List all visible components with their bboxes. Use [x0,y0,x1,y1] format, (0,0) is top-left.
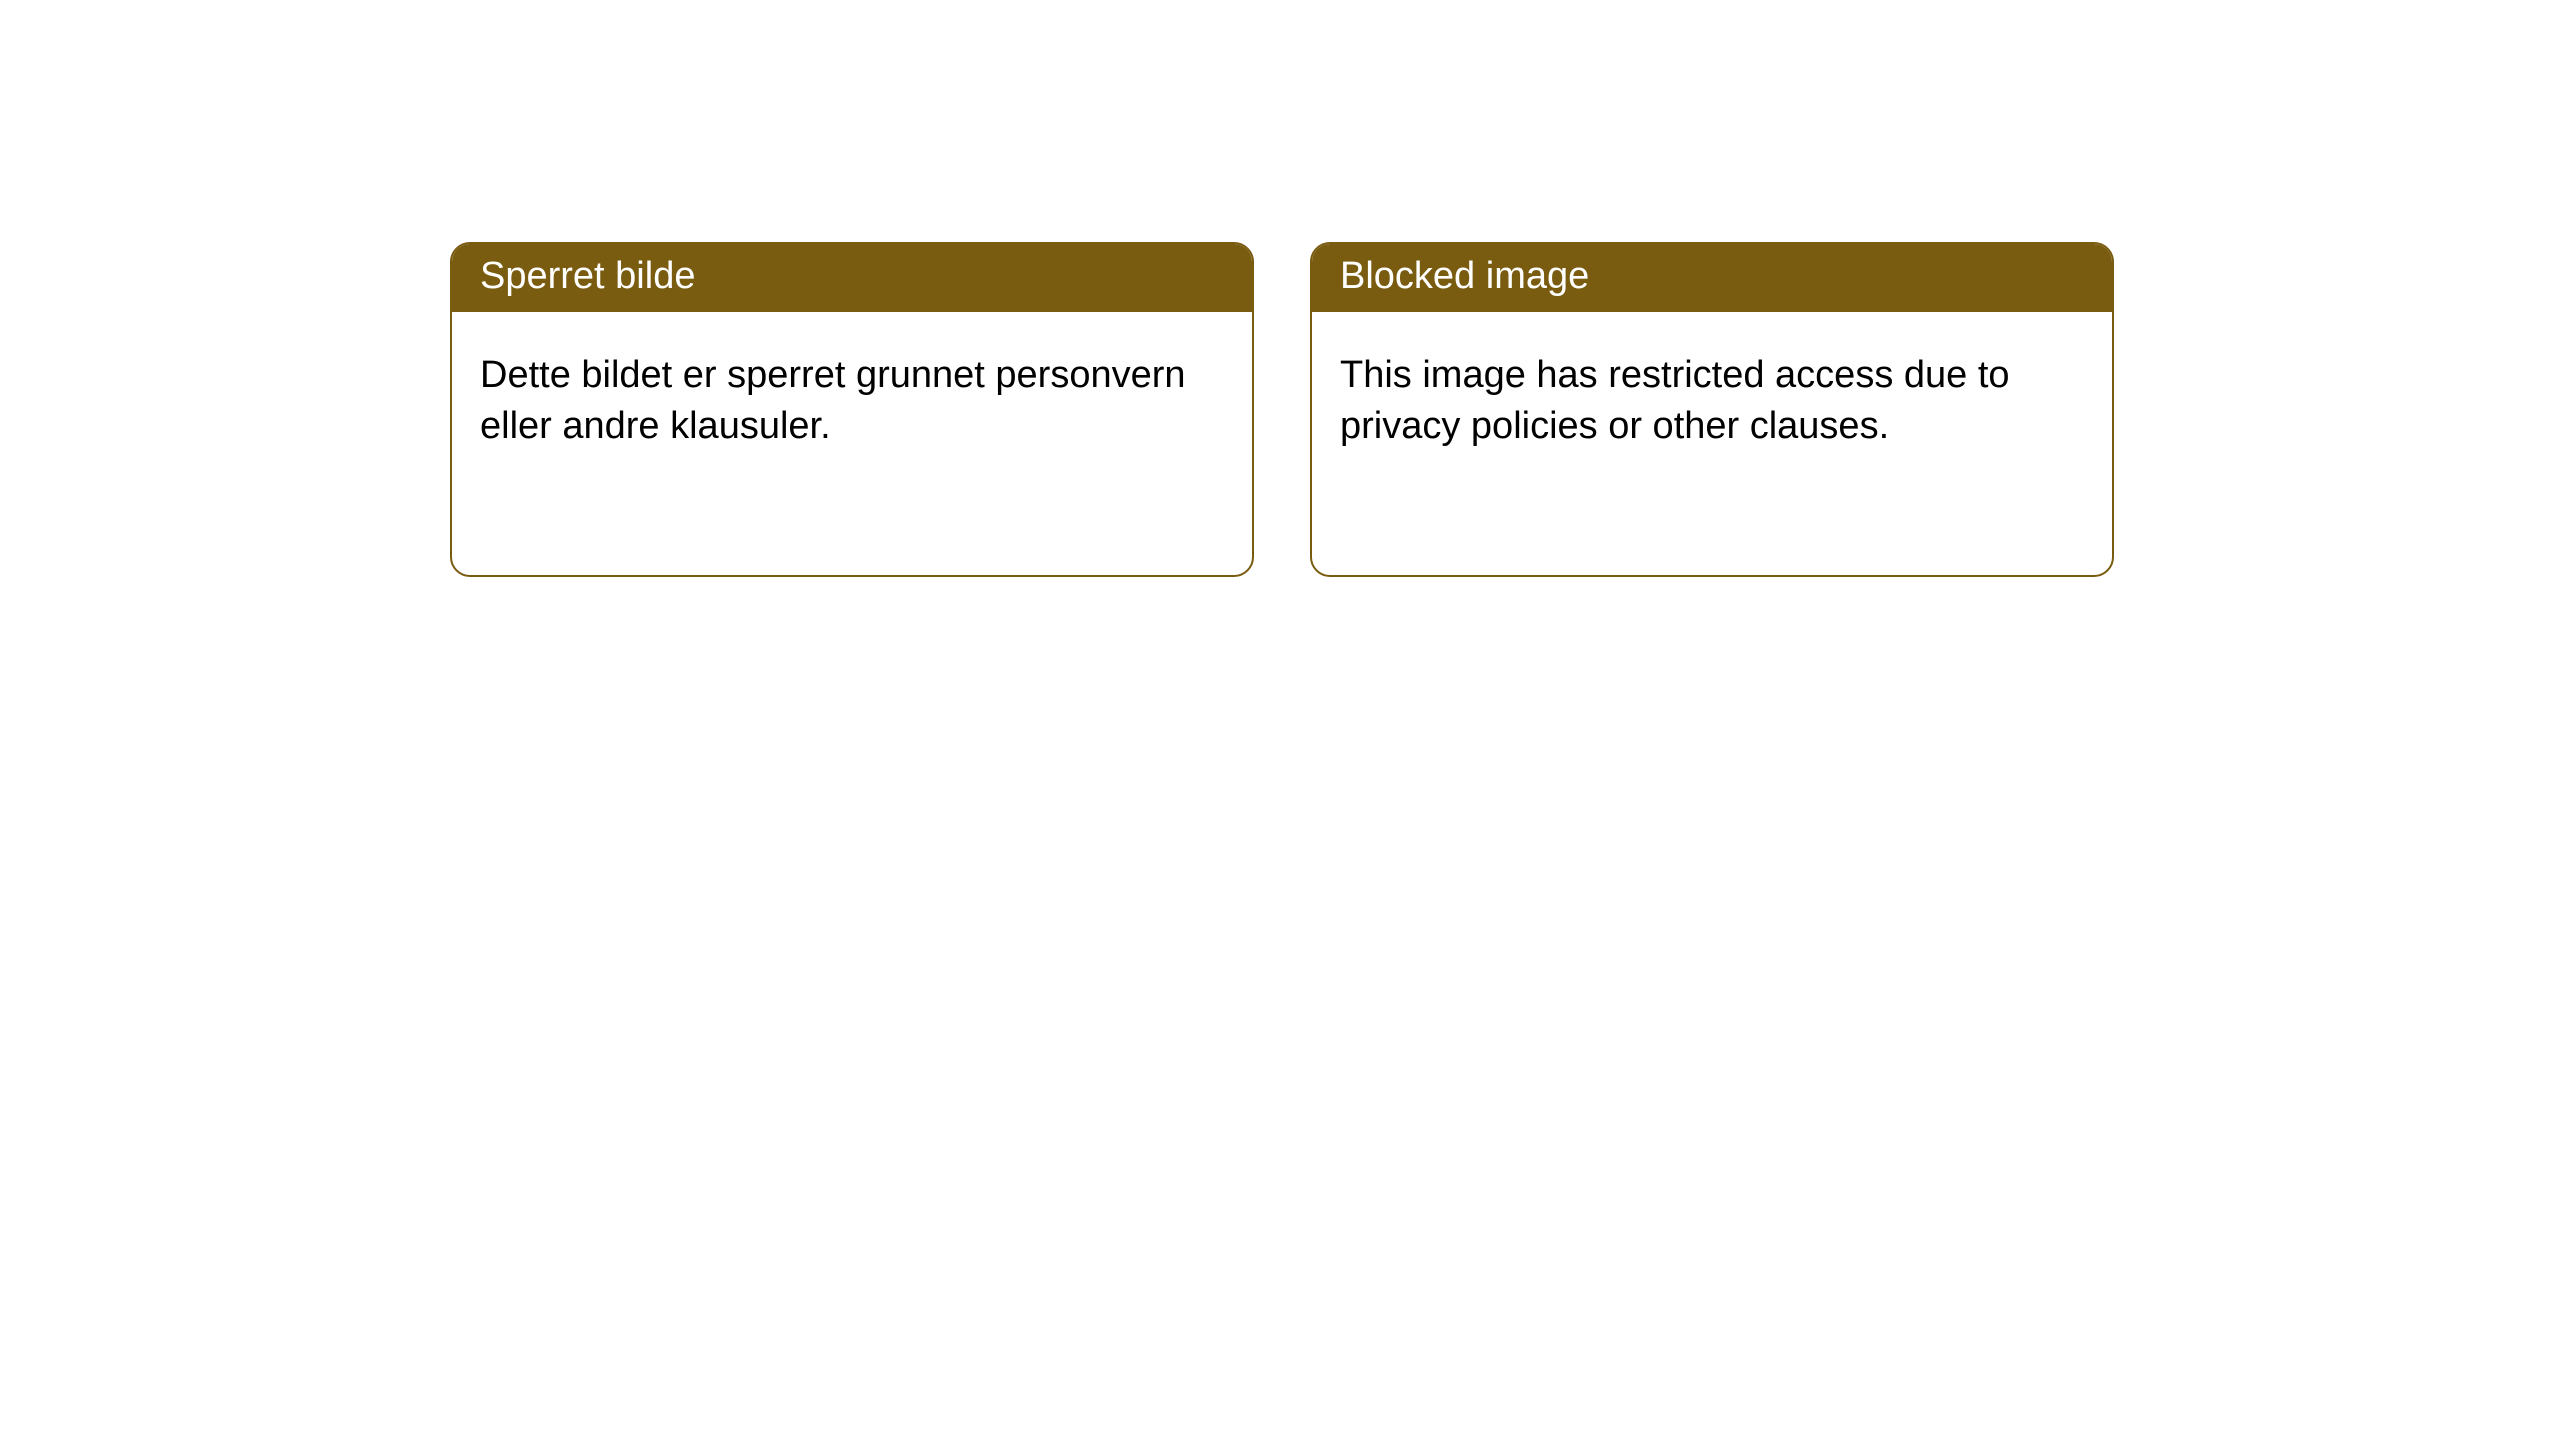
blocked-image-card-no: Sperret bilde Dette bildet er sperret gr… [450,242,1254,577]
cards-container: Sperret bilde Dette bildet er sperret gr… [0,0,2560,577]
card-title: Blocked image [1312,244,2112,312]
card-body-text: Dette bildet er sperret grunnet personve… [452,312,1252,481]
card-body-text: This image has restricted access due to … [1312,312,2112,481]
card-title: Sperret bilde [452,244,1252,312]
blocked-image-card-en: Blocked image This image has restricted … [1310,242,2114,577]
